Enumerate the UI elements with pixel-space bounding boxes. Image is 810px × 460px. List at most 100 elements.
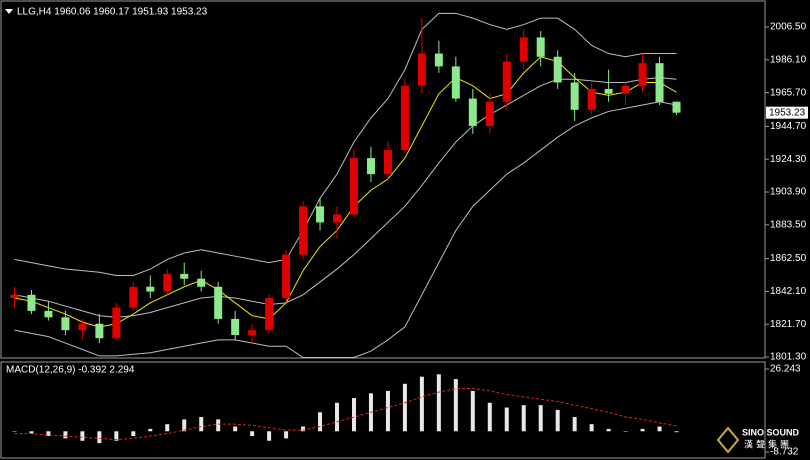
macd-bar [453, 379, 458, 432]
candle-body [434, 53, 443, 67]
macd-bar [470, 390, 475, 432]
macd-bar [606, 428, 611, 432]
macd-bar [335, 402, 340, 432]
y-tick-label: -8.732 [770, 447, 799, 458]
macd-bar [46, 431, 51, 437]
candle-body [570, 82, 579, 110]
candle-body [638, 63, 647, 86]
candle-body [604, 88, 613, 94]
price-tag-label: 1953.23 [769, 107, 806, 118]
candle-body [468, 98, 477, 126]
macd-bar [250, 431, 255, 437]
candle-body [61, 317, 70, 331]
candle-body [672, 101, 681, 113]
candle-body [502, 61, 511, 102]
candle-body [44, 310, 53, 318]
macd-bar [674, 431, 679, 433]
candle-body [146, 286, 155, 292]
macd-bar [640, 428, 645, 432]
macd-bar [351, 398, 356, 432]
y-tick-label: 1842.10 [770, 286, 807, 297]
macd-bar [538, 405, 543, 432]
candle-body [78, 323, 87, 331]
y-tick-label: 1903.90 [770, 187, 807, 198]
candle-body [316, 206, 325, 223]
macd-bar [318, 412, 323, 432]
macd-bar [284, 431, 289, 439]
line [14, 388, 677, 441]
candle-body [129, 286, 138, 308]
candle-body [282, 254, 291, 299]
candle-body [519, 37, 528, 62]
candle-body [553, 56, 562, 83]
macd-bar [555, 409, 560, 432]
y-tick-label: 1965.70 [770, 87, 807, 98]
y-tick-label: 1862.50 [770, 253, 807, 264]
line [14, 56, 677, 328]
candle-body [383, 150, 392, 175]
logo-brand: SINO SOUND [742, 427, 800, 437]
candle-body [536, 37, 545, 57]
line [14, 101, 677, 359]
candle-body [587, 88, 596, 110]
candle-body [349, 158, 358, 215]
candle-body [231, 318, 240, 336]
candle-body [417, 53, 426, 86]
macd-frame [0, 361, 766, 459]
candle-body [299, 206, 308, 255]
macd-title: MACD(12,26,9) -0.392 2.294 [6, 365, 135, 376]
y-tick-label: 1883.50 [770, 219, 807, 230]
macd-bar [114, 431, 119, 441]
macd-bar [385, 390, 390, 432]
macd-bar [148, 428, 153, 432]
price-tag [766, 106, 808, 119]
candle-body [163, 273, 172, 292]
macd-bar [521, 405, 526, 432]
candle-body [197, 278, 206, 287]
logo-name: 漢聲集團 [744, 438, 792, 449]
candle-body [214, 286, 223, 319]
y-tick-label: 2006.50 [770, 22, 807, 33]
candle-body [265, 298, 274, 331]
macd-bar [80, 431, 85, 441]
candle-body [451, 66, 460, 99]
macd-bar [12, 431, 17, 432]
candle-body [366, 158, 375, 175]
macd-bar [199, 417, 204, 432]
price-frame [0, 0, 766, 359]
macd-bar [97, 431, 102, 444]
macd-bar [216, 419, 221, 432]
macd-bar [623, 431, 628, 432]
macd-bar [419, 376, 424, 432]
macd-bar [29, 431, 34, 434]
candle-body [112, 307, 121, 339]
line [14, 77, 677, 318]
candle-body [95, 323, 104, 339]
y-tick-label: 1986.10 [770, 54, 807, 65]
macd-bar [301, 426, 306, 432]
macd-bar [657, 426, 662, 432]
candle-body [485, 101, 494, 126]
y-tick-label: 1801.30 [770, 352, 807, 363]
macd-bar [63, 431, 68, 439]
macd-bar [504, 407, 509, 432]
candle-body [180, 273, 189, 279]
candle-body [621, 85, 630, 94]
macd-bar [572, 417, 577, 432]
y-tick-label: 26.243 [770, 364, 801, 375]
line [14, 12, 677, 276]
candle-body [400, 85, 409, 151]
macd-bar [436, 374, 441, 432]
macd-bar [233, 426, 238, 432]
candle-body [27, 294, 36, 311]
macd-bar [402, 383, 407, 432]
macd-bar [267, 431, 272, 441]
macd-bar [589, 424, 594, 432]
macd-bar [487, 402, 492, 432]
chart-title: LLG,H4 1960.06 1960.17 1951.93 1953.23 [17, 7, 208, 18]
candle-body [333, 214, 342, 223]
macd-bar [165, 424, 170, 432]
candle-body [248, 330, 257, 336]
logo-icon [716, 426, 740, 454]
